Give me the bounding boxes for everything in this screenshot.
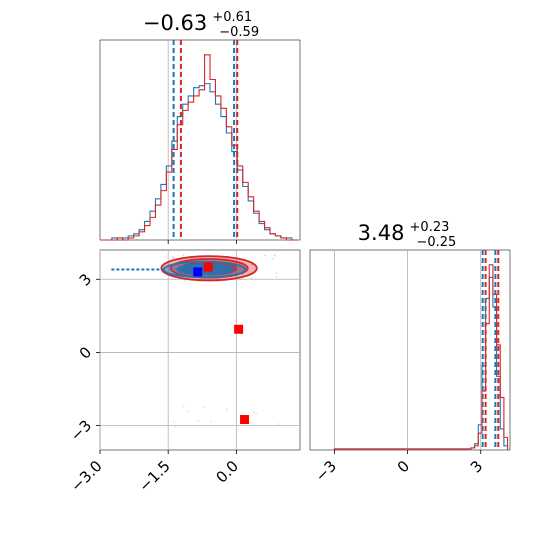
panel-top-left-quantile-lines: [172, 40, 239, 240]
bl-faint-sample: [182, 405, 185, 408]
bl-xtick-label-1: −1.5: [135, 457, 173, 495]
bl-scatter-point-2: [234, 324, 244, 334]
panel-bottom-right-quantile-lines: [481, 250, 500, 450]
panel-top-left-grid: [167, 40, 237, 240]
bl-faint-sample: [225, 408, 228, 411]
panel-top-left-title-sub: −0.59: [219, 25, 259, 40]
bl-faint-sample: [197, 420, 199, 422]
bl-faint-sample: [172, 257, 174, 259]
bl-faint-sample: [186, 410, 189, 412]
bl-faint-sample: [264, 254, 266, 257]
br-xtick-label-0: −3: [312, 457, 340, 485]
panel-top-left-title: −0.63 +0.61 −0.59: [143, 6, 259, 40]
panel-top-left-title-sup: +0.61: [212, 10, 252, 25]
panel-bottom-left-contour: −3.0 −1.5 0.0 −3 0 3: [67, 249, 301, 495]
panel-bottom-right-title-sub: −0.25: [416, 235, 456, 250]
panel-bottom-right-ticks: −3 0 3: [312, 450, 486, 485]
bl-faint-sample: [272, 257, 274, 260]
bl-ytick-label-0: −3: [67, 416, 95, 444]
bl-faint-sample: [275, 275, 278, 278]
panel-bottom-left-grid: [99, 250, 300, 450]
panel-bottom-right-series: [333, 264, 509, 450]
panel-top-left-ticks: [167, 240, 237, 244]
panel-bottom-right-title-sup: +0.23: [410, 220, 450, 235]
bl-faint-sample: [237, 429, 240, 431]
panel-bottom-right-grid: [333, 250, 482, 450]
bl-faint-sample: [183, 279, 186, 282]
bl-xtick-label-2: 0.0: [212, 457, 242, 487]
bl-faint-sample: [273, 254, 276, 257]
panel-bottom-left-scatter-points: [193, 262, 250, 425]
bl-faint-sample: [182, 254, 185, 257]
bl-faint-sample: [172, 420, 175, 423]
bl-faint-sample: [277, 423, 280, 425]
panel-bottom-right-title: 3.48 +0.23 −0.25: [358, 216, 457, 250]
panel-bottom-right-frame: [309, 249, 511, 451]
bl-ytick-label-2: 3: [76, 270, 95, 289]
bl-faint-sample: [251, 263, 253, 266]
tl-series-0: [100, 83, 298, 241]
panel-top-left-series: [100, 54, 298, 241]
bl-faint-sample: [203, 406, 206, 408]
br-series-1: [333, 264, 509, 450]
bl-ytick-label-1: 0: [76, 343, 95, 362]
panel-top-left-frame: [99, 39, 301, 241]
bl-faint-sample: [172, 256, 174, 258]
panel-bottom-right-title-value: 3.48: [358, 221, 405, 245]
bl-faint-sample: [275, 272, 278, 274]
bl-faint-sample: [168, 269, 171, 272]
br-xtick-label-1: 0: [394, 457, 413, 476]
bl-faint-sample: [255, 412, 258, 415]
bl-faint-sample: [240, 278, 243, 281]
bl-faint-sample: [174, 425, 177, 428]
bl-faint-sample: [210, 420, 212, 423]
panel-bottom-left-ticks: −3.0 −1.5 0.0 −3 0 3: [67, 270, 242, 495]
panel-bottom-left-faint-samples: [168, 254, 280, 431]
bl-faint-sample: [252, 411, 255, 414]
bl-scatter-point-0: [193, 267, 203, 277]
tl-series-1: [100, 54, 298, 241]
panel-bottom-right-histogram: −3 0 3 3.48 +0.23 −0.25: [309, 216, 511, 485]
bl-faint-sample: [250, 277, 253, 279]
panel-top-left-title-value: −0.63: [143, 11, 207, 35]
bl-xtick-label-0: −3.0: [67, 457, 105, 495]
panel-top-left-histogram: −0.63 +0.61 −0.59: [99, 6, 301, 244]
br-xtick-label-2: 3: [467, 457, 486, 476]
panel-bottom-left-contours: [111, 255, 258, 282]
bl-scatter-point-1: [203, 262, 213, 272]
bl-scatter-point-3: [240, 415, 250, 425]
